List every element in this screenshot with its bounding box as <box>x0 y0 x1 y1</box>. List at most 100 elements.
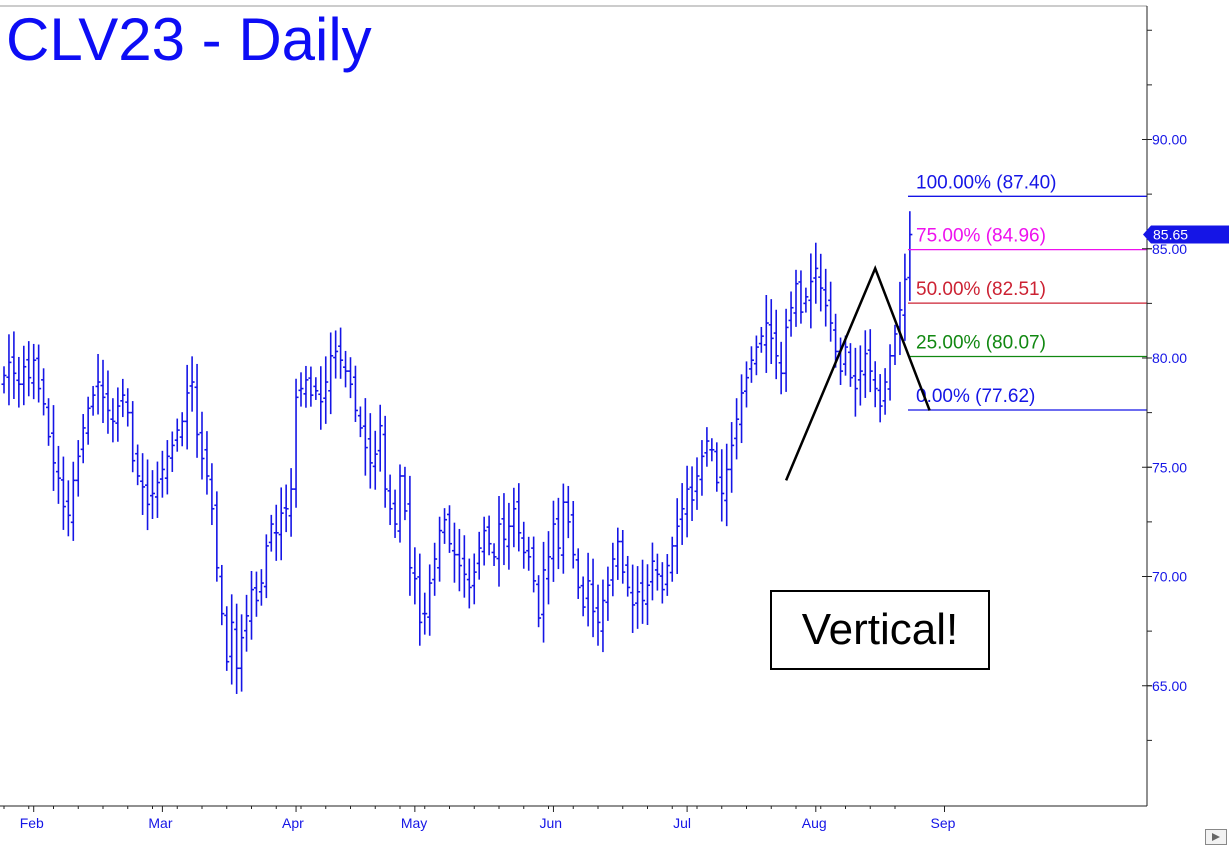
ohlc-bar <box>150 470 155 519</box>
ohlc-bar <box>214 491 220 582</box>
ohlc-bar <box>684 465 690 538</box>
ohlc-bar <box>65 480 71 537</box>
ohlc-bar <box>249 570 254 640</box>
ohlc-bar <box>788 291 794 337</box>
ohlc-bar <box>367 413 373 489</box>
ohlc-bar <box>550 500 556 582</box>
ohlc-bar <box>536 575 542 628</box>
ohlc-bar <box>412 547 418 605</box>
ohlc-bar <box>31 343 37 400</box>
ohlc-bar <box>541 541 547 643</box>
ohlc-bar <box>95 353 101 415</box>
ohlc-bar <box>283 484 289 533</box>
fib-label: 0.00% (77.62) <box>916 386 1035 407</box>
fib-label: 100.00% (87.40) <box>916 172 1057 193</box>
ohlc-bar <box>328 332 334 415</box>
ohlc-bar <box>803 287 809 313</box>
ohlc-bar <box>303 365 309 408</box>
ohlc-bar <box>461 535 467 598</box>
ohlc-bar <box>308 366 314 407</box>
ohlc-bar <box>546 531 551 605</box>
ohlc-bar <box>511 487 517 548</box>
x-tick-label: Aug <box>802 815 827 831</box>
ohlc-bar <box>41 368 47 416</box>
ohlc-bar <box>447 505 452 553</box>
ohlc-bar <box>357 406 363 438</box>
ohlc-bar <box>293 378 299 508</box>
ohlc-bar <box>857 345 863 406</box>
annotation-box: Vertical! <box>770 590 990 670</box>
ohlc-bar <box>575 548 581 599</box>
ohlc-bar <box>704 427 710 467</box>
ohlc-bar <box>313 377 319 400</box>
ohlc-bar <box>892 324 898 365</box>
ohlc-bar <box>298 372 304 407</box>
ohlc-bar <box>268 514 274 552</box>
x-tick-label: Apr <box>282 815 304 831</box>
ohlc-bar <box>798 270 804 324</box>
ohlc-bar <box>714 442 720 492</box>
ohlc-bar <box>323 356 329 424</box>
ohlc-bar <box>382 415 388 508</box>
x-tick-label: Feb <box>20 815 44 831</box>
ohlc-bar <box>105 370 111 434</box>
scroll-right-arrow-icon[interactable] <box>1205 829 1227 845</box>
ohlc-bar <box>828 281 834 342</box>
ohlc-bar <box>724 443 730 527</box>
ohlc-bar <box>555 497 561 570</box>
y-tick-label: 75.00 <box>1152 459 1187 475</box>
ohlc-bar <box>744 361 749 408</box>
ohlc-bar <box>709 438 715 462</box>
ohlc-bar <box>610 542 616 597</box>
ohlc-bar <box>125 388 131 427</box>
y-tick-label: 85.00 <box>1152 241 1187 257</box>
chart-title: CLV23 - Daily <box>6 6 372 73</box>
ohlc-bar <box>521 521 527 569</box>
ohlc-bar <box>560 483 566 574</box>
ohlc-bar <box>813 242 819 304</box>
ohlc-bar <box>501 493 507 566</box>
fib-label: 50.00% (82.51) <box>916 279 1046 300</box>
ohlc-bar <box>209 463 215 526</box>
ohlc-bar <box>16 356 22 408</box>
ohlc-bar <box>120 378 126 418</box>
ohlc-bar <box>466 558 472 609</box>
ohlc-bar <box>872 361 878 408</box>
ohlc-bar <box>882 368 888 415</box>
ohlc-bar <box>402 466 408 521</box>
ohlc-bar <box>877 374 883 423</box>
ohlc-bar <box>26 341 32 397</box>
ohlc-bar <box>620 530 626 584</box>
ohlc-bar <box>679 483 685 545</box>
ohlc-bar <box>506 502 512 570</box>
ohlc-bar <box>189 356 195 412</box>
ohlc-bar <box>110 398 116 443</box>
ohlc-bar <box>244 594 250 652</box>
ohlc-bar <box>6 334 12 406</box>
ohlc-bar <box>194 363 200 458</box>
ohlc-bar <box>625 555 631 597</box>
ohlc-bar <box>654 553 660 591</box>
ohlc-bar <box>432 542 438 596</box>
ohlc-bar <box>808 253 814 329</box>
ohlc-bar <box>437 516 443 582</box>
ohlc-bar <box>645 564 650 626</box>
ohlc-bar <box>60 456 66 530</box>
ohlc-bar <box>145 459 151 531</box>
ohlc-bar <box>570 500 576 569</box>
ohlc-bar <box>184 364 190 450</box>
ohlc-bar <box>100 359 106 424</box>
ohlc-bar <box>847 343 853 387</box>
ohlc-bar <box>852 347 858 417</box>
ohlc-bar <box>70 461 76 541</box>
ohlc-bar <box>229 594 235 685</box>
ohlc-bar <box>486 515 492 556</box>
ohlc-bar <box>778 341 784 395</box>
fib-label: 25.00% (80.07) <box>916 332 1046 353</box>
ohlc-bar <box>907 211 913 301</box>
ohlc-bar <box>664 554 670 596</box>
ohlc-bar <box>169 431 175 472</box>
ohlc-bar <box>476 531 482 580</box>
ohlc-bar <box>348 357 353 399</box>
